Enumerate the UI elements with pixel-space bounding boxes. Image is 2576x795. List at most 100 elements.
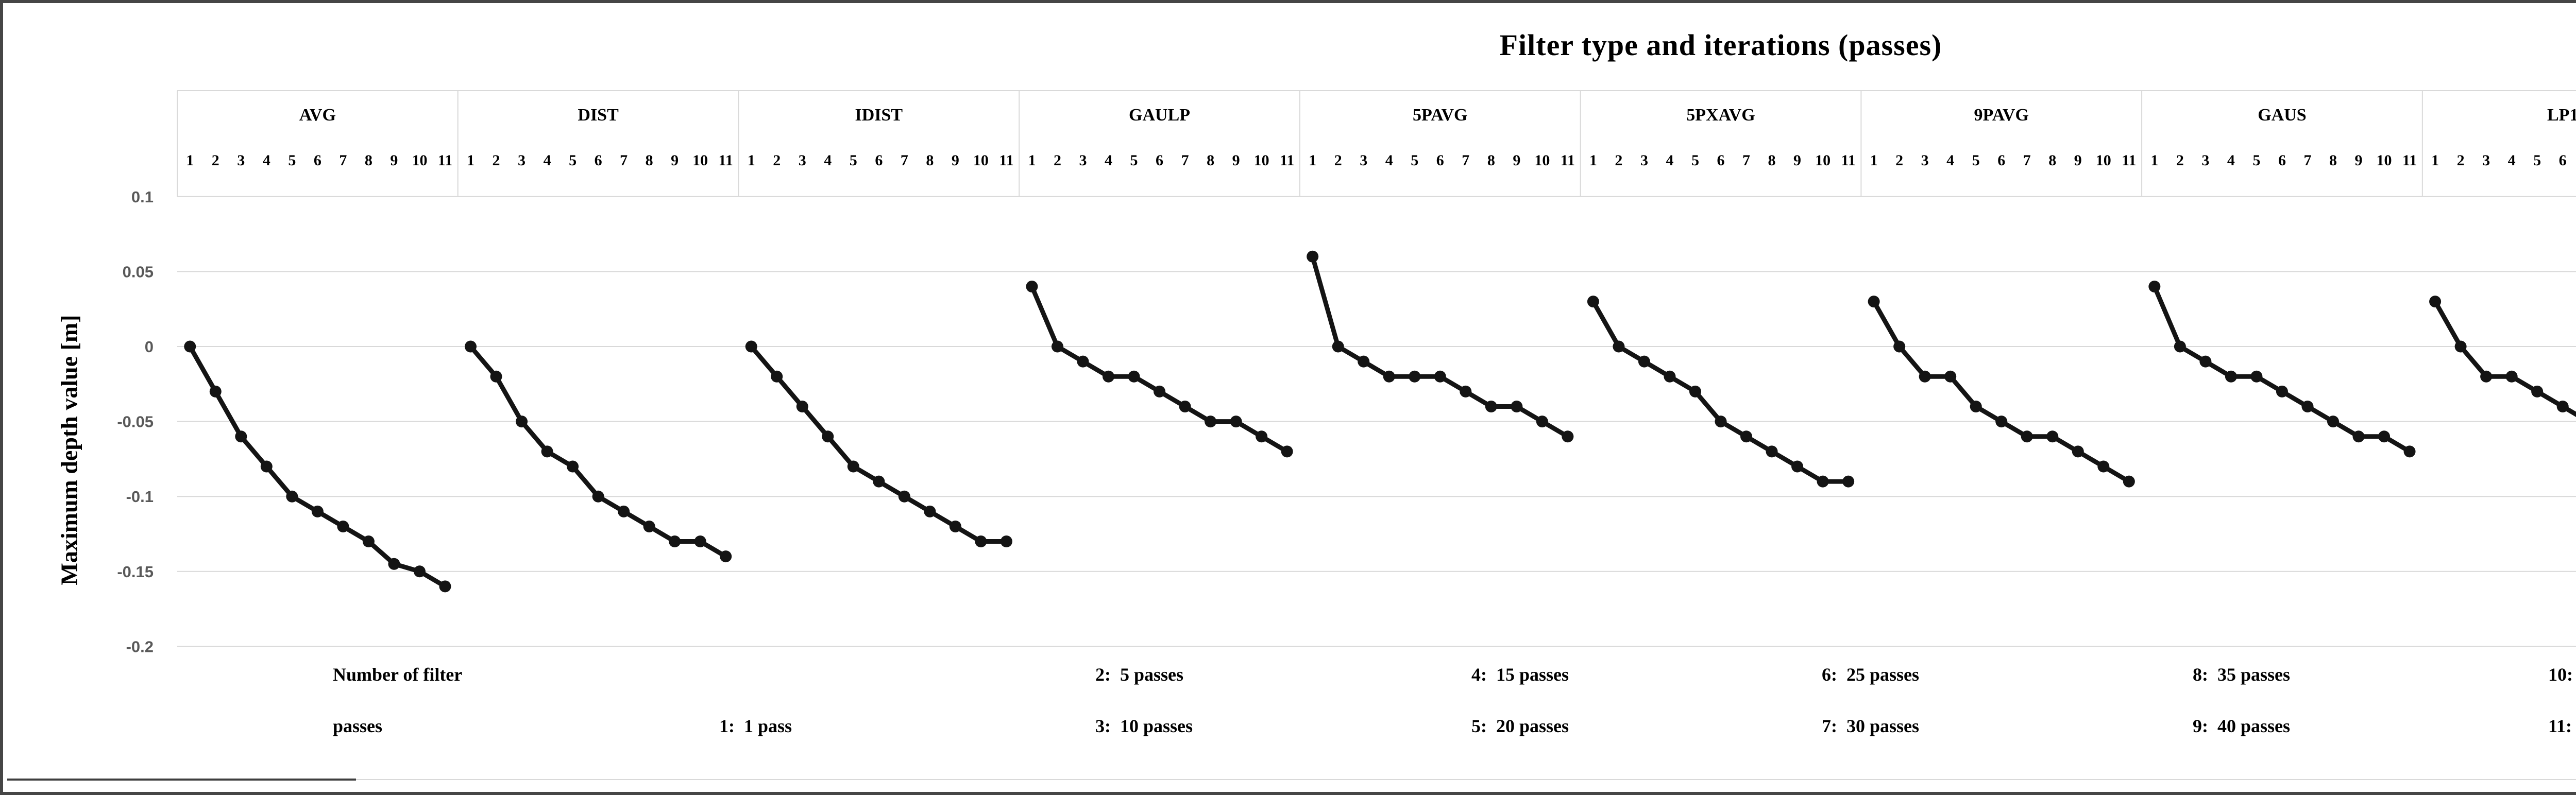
x-tick-label: 9 bbox=[952, 152, 959, 169]
x-tick-label: 7 bbox=[339, 152, 347, 169]
x-tick-label: 7 bbox=[1462, 152, 1469, 169]
x-tick-label: 8 bbox=[926, 152, 934, 169]
data-point-marker bbox=[1128, 370, 1140, 383]
data-point-marker bbox=[2276, 385, 2288, 398]
data-point-marker bbox=[1511, 400, 1523, 412]
x-tick-label: 11 bbox=[999, 152, 1013, 169]
series-line bbox=[2433, 299, 2576, 417]
x-tick-label: 1 bbox=[1870, 152, 1878, 169]
series-line bbox=[468, 344, 728, 559]
data-point-marker bbox=[1919, 370, 1931, 383]
data-point-marker bbox=[1205, 416, 1217, 428]
data-point-marker bbox=[2021, 430, 2033, 443]
x-tick-label: 6 bbox=[314, 152, 321, 169]
legend-entry: 4: 15 passes bbox=[1471, 664, 1569, 685]
data-point-marker bbox=[388, 558, 400, 570]
legend-entry: 9: 40 passes bbox=[2193, 716, 2291, 736]
data-point-marker bbox=[1995, 416, 2008, 428]
series-line bbox=[2152, 284, 2412, 454]
data-point-marker bbox=[771, 370, 783, 383]
x-tick-label: 7 bbox=[1181, 152, 1189, 169]
data-point-marker bbox=[2097, 460, 2110, 473]
data-point-marker bbox=[2531, 385, 2544, 398]
data-point-marker bbox=[1281, 445, 1293, 458]
x-tick-label: 10 bbox=[2377, 152, 2392, 169]
data-point-marker bbox=[2301, 400, 2314, 412]
x-tick-label: 7 bbox=[2303, 152, 2311, 169]
x-tick-label: 8 bbox=[646, 152, 653, 169]
x-tick-label: 4 bbox=[263, 152, 270, 169]
x-tick-label: 5 bbox=[850, 152, 857, 169]
data-point-marker bbox=[975, 535, 987, 548]
x-tick-label: 1 bbox=[1028, 152, 1036, 169]
x-tick-label: 11 bbox=[2402, 152, 2417, 169]
data-point-marker bbox=[311, 505, 324, 517]
y-tick-label: 0 bbox=[145, 338, 154, 356]
x-tick-label: 3 bbox=[237, 152, 245, 169]
x-tick-label: 8 bbox=[2048, 152, 2056, 169]
panel-header: GAULP bbox=[1129, 106, 1190, 125]
x-tick-label: 2 bbox=[2176, 152, 2184, 169]
x-tick-label: 4 bbox=[1385, 152, 1393, 169]
data-point-marker bbox=[1766, 445, 1778, 458]
data-point-marker bbox=[1536, 416, 1548, 428]
data-point-marker bbox=[745, 340, 757, 353]
x-tick-label: 1 bbox=[2431, 152, 2439, 169]
data-point-marker bbox=[618, 505, 630, 517]
x-tick-label: 11 bbox=[1841, 152, 1855, 169]
y-tick-label: -0.15 bbox=[117, 563, 154, 581]
panel-header: GAUS bbox=[2258, 106, 2306, 125]
x-tick-label: 6 bbox=[1436, 152, 1444, 169]
x-tick-label: 1 bbox=[2150, 152, 2158, 169]
data-point-marker bbox=[1409, 370, 1421, 383]
series-line bbox=[1029, 284, 1290, 454]
x-tick-label: 4 bbox=[1946, 152, 1954, 169]
data-point-marker bbox=[1715, 416, 1727, 428]
x-tick-label: 2 bbox=[212, 152, 219, 169]
data-point-marker bbox=[1103, 370, 1115, 383]
data-point-marker bbox=[184, 340, 196, 353]
x-tick-label: 4 bbox=[824, 152, 832, 169]
x-tick-label: 6 bbox=[2278, 152, 2286, 169]
y-tick-label: -0.2 bbox=[126, 637, 154, 655]
x-tick-label: 6 bbox=[1997, 152, 2005, 169]
x-tick-label: 10 bbox=[412, 152, 427, 169]
data-point-marker bbox=[464, 340, 477, 353]
data-point-marker bbox=[1893, 340, 1906, 353]
x-tick-label: 1 bbox=[186, 152, 194, 169]
data-point-marker bbox=[2556, 400, 2569, 412]
x-tick-label: 2 bbox=[2457, 152, 2465, 169]
x-tick-label: 5 bbox=[1691, 152, 1699, 169]
x-tick-label: 3 bbox=[518, 152, 526, 169]
x-tick-label: 9 bbox=[671, 152, 679, 169]
x-tick-label: 7 bbox=[901, 152, 908, 169]
x-tick-label: 11 bbox=[438, 152, 452, 169]
x-tick-label: 3 bbox=[1079, 152, 1087, 169]
data-point-marker bbox=[439, 580, 451, 593]
data-point-marker bbox=[1230, 416, 1242, 428]
data-point-marker bbox=[1154, 385, 1166, 398]
legend-intro-line1: Number of filter bbox=[333, 664, 463, 685]
data-point-marker bbox=[1077, 355, 1089, 368]
data-point-marker bbox=[2225, 370, 2237, 383]
x-tick-label: 1 bbox=[1309, 152, 1316, 169]
x-tick-label: 6 bbox=[2559, 152, 2567, 169]
x-tick-label: 7 bbox=[1742, 152, 1750, 169]
data-point-marker bbox=[260, 460, 273, 473]
x-tick-label: 1 bbox=[467, 152, 474, 169]
data-point-marker bbox=[2123, 475, 2135, 488]
data-point-marker bbox=[286, 490, 298, 503]
x-tick-label: 10 bbox=[1534, 152, 1550, 169]
series-line bbox=[749, 344, 1009, 544]
data-point-marker bbox=[1562, 430, 1574, 443]
data-point-marker bbox=[1434, 370, 1446, 383]
data-point-marker bbox=[2174, 340, 2186, 353]
legend-entry: 11: 50 passes bbox=[2548, 716, 2572, 736]
data-point-marker bbox=[1613, 340, 1625, 353]
data-point-marker bbox=[2429, 296, 2442, 308]
x-tick-label: 7 bbox=[2023, 152, 2031, 169]
data-point-marker bbox=[1868, 296, 1880, 308]
data-point-marker bbox=[1970, 400, 1982, 412]
